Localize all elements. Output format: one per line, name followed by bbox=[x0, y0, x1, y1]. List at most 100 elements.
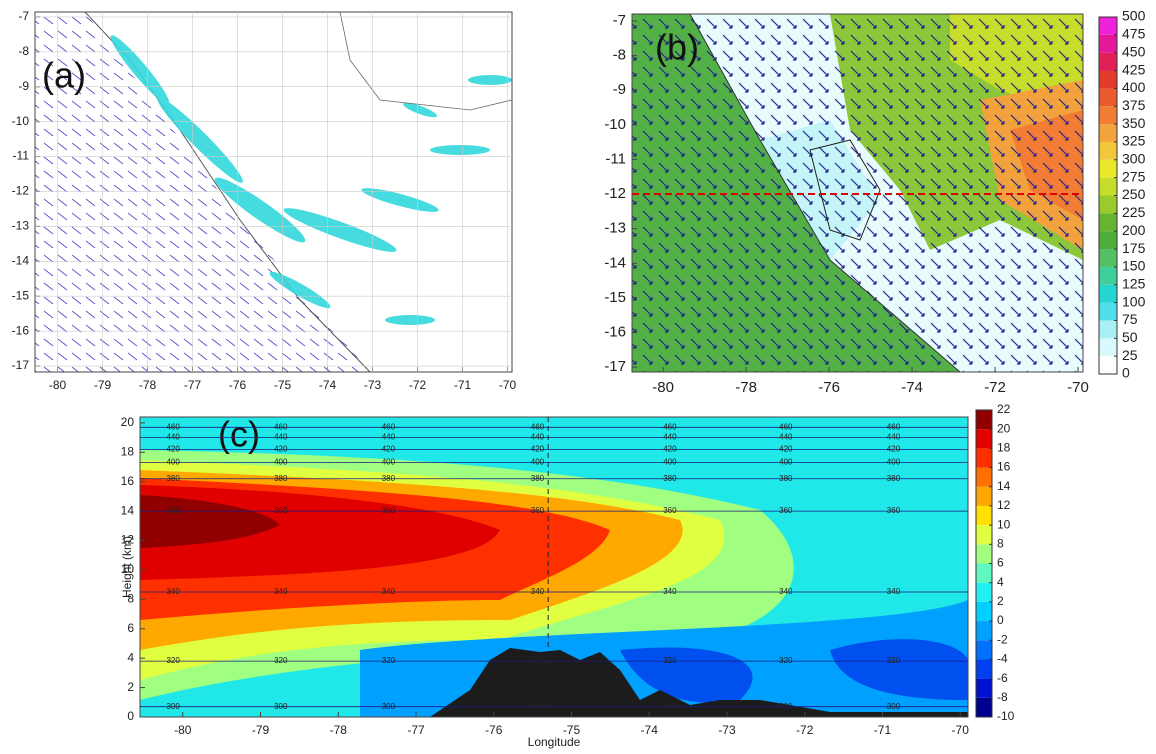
isentrope-label: 300 bbox=[531, 702, 545, 711]
isentrope-label: 380 bbox=[779, 474, 793, 483]
colorbar-tick-label: 225 bbox=[1122, 204, 1146, 220]
colorbar-tick-label: 175 bbox=[1122, 240, 1146, 256]
x-tick-label: -78 bbox=[139, 378, 157, 392]
isentrope-label: 380 bbox=[531, 474, 545, 483]
x-tick-label: -75 bbox=[274, 378, 292, 392]
isentrope-label: 320 bbox=[887, 656, 901, 665]
colorbar-tick-label: 300 bbox=[1122, 151, 1146, 167]
colorbar-tick-label: 75 bbox=[1122, 311, 1138, 327]
isentrope-label: 300 bbox=[663, 702, 677, 711]
x-tick-label: -74 bbox=[319, 378, 337, 392]
colorbar-segment bbox=[1099, 34, 1117, 53]
colorbar-tick-label: -2 bbox=[997, 632, 1008, 646]
colorbar-tick-label: 50 bbox=[1122, 329, 1138, 345]
isentrope-label: 440 bbox=[663, 433, 677, 442]
isentrope-label: 340 bbox=[166, 587, 180, 596]
y-tick-label: 18 bbox=[121, 444, 135, 458]
colorbar-segment bbox=[1099, 159, 1117, 178]
colorbar-segment bbox=[976, 640, 992, 660]
map-b-field bbox=[632, 14, 1083, 372]
y-tick-label: -8 bbox=[18, 44, 29, 58]
isentrope-label: 360 bbox=[531, 506, 545, 515]
isentrope-label: 300 bbox=[382, 702, 396, 711]
x-tick-label: -72 bbox=[984, 379, 1006, 396]
x-tick-label: -76 bbox=[818, 379, 840, 396]
colorbar-segment bbox=[976, 467, 992, 487]
colorbar-tick-label: 425 bbox=[1122, 61, 1146, 77]
y-tick-label: 8 bbox=[127, 592, 134, 606]
colorbar-segment bbox=[976, 544, 992, 564]
isentrope-label: 380 bbox=[887, 474, 901, 483]
y-tick-label: -13 bbox=[604, 220, 626, 237]
colorbar-tick-label: 350 bbox=[1122, 115, 1146, 131]
colorbar-tick-label: 12 bbox=[997, 498, 1011, 512]
colorbar-segment bbox=[976, 659, 992, 679]
x-tick-label: -71 bbox=[454, 378, 472, 392]
colorbar-segment bbox=[1099, 106, 1117, 125]
y-tick-label: -8 bbox=[613, 47, 626, 64]
colorbar-tick-label: 475 bbox=[1122, 26, 1146, 42]
x-tick-label: -74 bbox=[901, 379, 923, 396]
y-tick-label: -15 bbox=[604, 289, 626, 306]
x-tick-label: -71 bbox=[874, 723, 892, 737]
y-tick-label: -17 bbox=[604, 358, 626, 375]
colorbar-segment bbox=[1099, 266, 1117, 285]
isentrope-label: 400 bbox=[166, 458, 180, 467]
isentrope-label: 460 bbox=[663, 422, 677, 431]
colorbar-segment bbox=[1099, 320, 1117, 339]
y-tick-label: -10 bbox=[604, 116, 626, 133]
isentrope-label: 460 bbox=[779, 422, 793, 431]
colorbar-segment bbox=[1099, 356, 1117, 374]
colorbar-tick-label: -4 bbox=[997, 652, 1008, 666]
colorbar-segment bbox=[976, 621, 992, 641]
isentrope-label: 400 bbox=[382, 458, 396, 467]
x-tick-label: -70 bbox=[499, 378, 517, 392]
y-tick-label: 16 bbox=[121, 474, 135, 488]
isentrope-label: 400 bbox=[887, 458, 901, 467]
colorbar-tick-label: 20 bbox=[997, 421, 1011, 435]
x-tick-label: -79 bbox=[94, 378, 112, 392]
colorbar-segment bbox=[1099, 249, 1117, 267]
y-tick-label: 14 bbox=[121, 503, 135, 517]
y-tick-label: 20 bbox=[121, 415, 135, 429]
colorbar-tick-label: 325 bbox=[1122, 133, 1146, 149]
colorbar-tick-label: 450 bbox=[1122, 43, 1146, 59]
x-axis-label: Longitude bbox=[528, 735, 581, 749]
colorbar-segment bbox=[976, 601, 992, 622]
colorbar-segment bbox=[976, 410, 992, 430]
isentrope-label: 380 bbox=[382, 474, 396, 483]
colorbar-tick-label: 10 bbox=[997, 517, 1011, 531]
colorbar-segment bbox=[1099, 70, 1117, 89]
x-tick-label: -78 bbox=[735, 379, 757, 396]
x-tick-label: -73 bbox=[364, 378, 382, 392]
isentrope-label: 400 bbox=[274, 458, 288, 467]
isentrope-label: 320 bbox=[166, 656, 180, 665]
isentrope-label: 440 bbox=[274, 433, 288, 442]
isentrope-label: 340 bbox=[274, 587, 288, 596]
isentrope-label: 360 bbox=[663, 506, 677, 515]
x-tick-label: -80 bbox=[174, 723, 192, 737]
colorbar-tick-label: 16 bbox=[997, 460, 1011, 474]
y-tick-label: -11 bbox=[605, 150, 626, 167]
colorbar-tick-label: 375 bbox=[1122, 97, 1146, 113]
colorbar-segment bbox=[976, 505, 992, 526]
isentrope-label: 380 bbox=[166, 474, 180, 483]
isentrope-label: 400 bbox=[531, 458, 545, 467]
colorbar-tick-label: 18 bbox=[997, 441, 1011, 455]
y-tick-label: -9 bbox=[613, 81, 626, 98]
isentrope-label: 420 bbox=[274, 444, 288, 453]
colorbar-tick-label: 400 bbox=[1122, 79, 1146, 95]
y-tick-label: -14 bbox=[604, 254, 626, 271]
colorbar-segment bbox=[1099, 231, 1117, 250]
colorbar-segment bbox=[1099, 17, 1117, 35]
isentrope-label: 460 bbox=[382, 422, 396, 431]
colorbar-segment bbox=[976, 525, 992, 545]
colorbar-tick-label: 200 bbox=[1122, 222, 1146, 238]
x-tick-label: -74 bbox=[641, 723, 659, 737]
x-tick-label: -77 bbox=[184, 378, 202, 392]
colorbar-tick-label: 500 bbox=[1122, 8, 1146, 24]
isentrope-label: 320 bbox=[531, 656, 545, 665]
x-tick-label: -73 bbox=[718, 723, 736, 737]
colorbar-segment bbox=[1099, 213, 1117, 232]
colorbar-tick-label: 150 bbox=[1122, 258, 1146, 274]
